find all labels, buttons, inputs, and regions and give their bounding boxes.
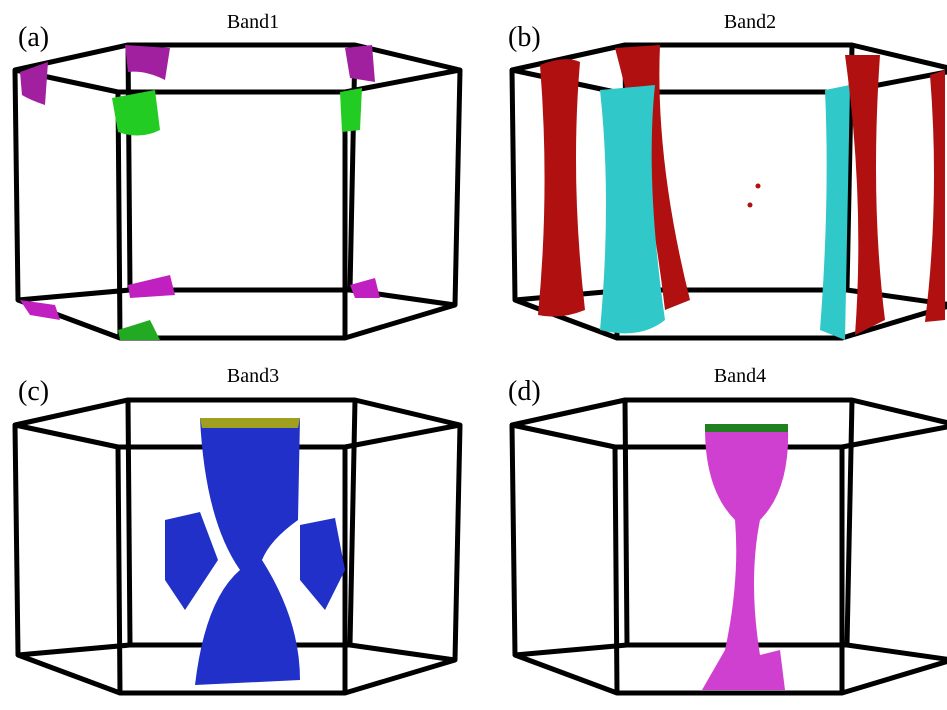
surface	[748, 203, 753, 208]
surface	[128, 275, 175, 298]
panel-label: (d)	[508, 376, 541, 407]
panel-title: Band4	[714, 365, 766, 387]
surface	[538, 59, 585, 317]
brillouin-zone	[15, 45, 460, 338]
surface	[705, 424, 788, 432]
panel-a: (a) Band1	[15, 11, 460, 340]
panel-title: Band3	[227, 365, 279, 387]
surface	[925, 70, 945, 322]
panel-d: (d) Band4	[508, 365, 947, 693]
panel-label: (c)	[18, 376, 49, 407]
surface	[118, 320, 160, 340]
surface	[300, 518, 345, 610]
surface	[165, 512, 218, 610]
surface	[756, 184, 761, 189]
panel-title: Band1	[227, 11, 279, 33]
panel-c: (c) Band3	[15, 365, 460, 693]
surface	[112, 90, 160, 136]
surface	[340, 88, 362, 132]
surface	[200, 418, 300, 428]
panel-title: Band2	[724, 11, 776, 33]
panel-label: (a)	[18, 22, 49, 53]
surface	[702, 428, 788, 690]
panel-label: (b)	[508, 22, 541, 53]
figure: (a) Band1 (b) Band2 (c) Band3 (d) Band4	[0, 0, 947, 710]
surface	[350, 278, 380, 298]
surface	[20, 300, 60, 320]
surface	[820, 85, 850, 340]
surface	[125, 45, 170, 80]
surface	[345, 45, 375, 82]
panel-b: (b) Band2	[508, 11, 947, 340]
